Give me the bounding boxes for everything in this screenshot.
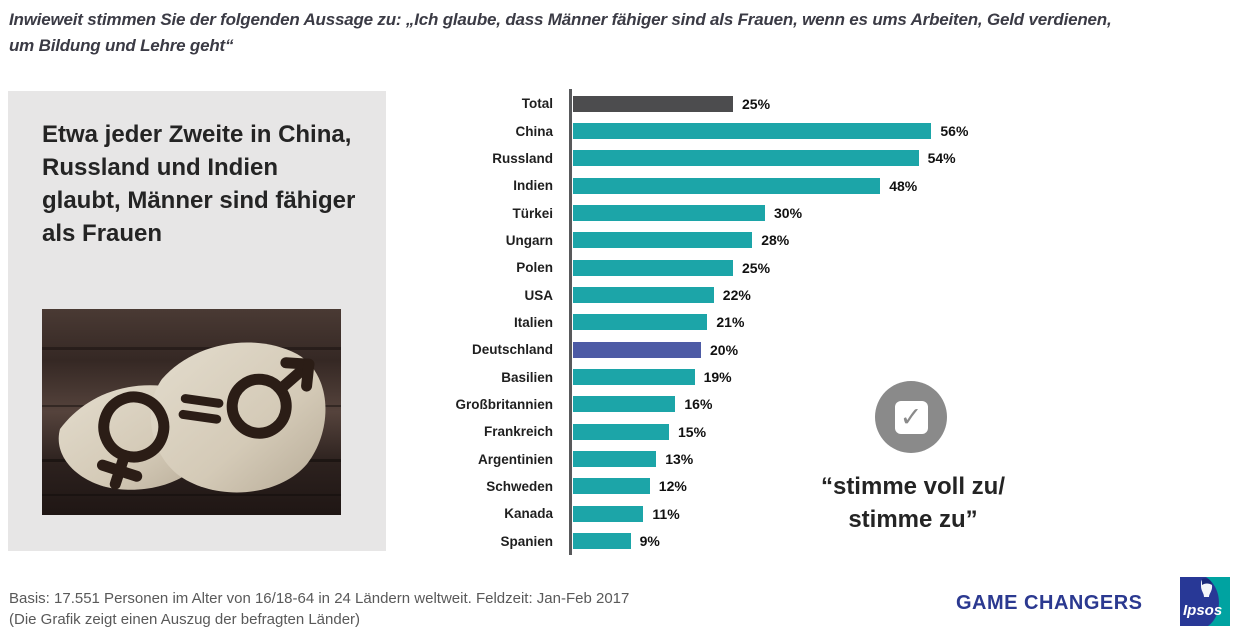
chart-row: Frankreich 15% <box>440 418 1040 445</box>
bar <box>573 451 657 468</box>
chart-row: Ungarn 28% <box>440 227 1040 254</box>
category-label: Argentinien <box>477 451 553 467</box>
question-title: Inwieweit stimmen Sie der folgenden Auss… <box>9 7 1227 59</box>
chart-row: Spanien 9% <box>440 528 1040 555</box>
chart-row: Italien 21% <box>440 309 1040 336</box>
chart-row: Argentinien 13% <box>440 445 1040 472</box>
basis-line2: (Die Grafik zeigt einen Auszug der befra… <box>9 611 361 628</box>
value-label: 56% <box>940 123 969 140</box>
value-label: 16% <box>684 396 713 413</box>
chart-row: Polen 25% <box>440 254 1040 281</box>
value-label: 30% <box>774 205 803 222</box>
bar-chart: Total 25% China 56% Russland 54% Indien 48% Türk… <box>440 89 1040 555</box>
bar <box>573 287 714 304</box>
category-label: Polen <box>516 260 553 276</box>
value-label: 25% <box>742 259 771 276</box>
category-label: Ungarn <box>505 232 553 248</box>
bar <box>573 232 753 249</box>
chart-row: Total 25% <box>440 90 1040 117</box>
category-label: Spanien <box>500 533 553 549</box>
chart-row: Basilien 19% <box>440 363 1040 390</box>
chart-row: Kanada 11% <box>440 500 1040 527</box>
agree-quote: “stimme voll zu/ stimme zu” <box>783 470 1043 536</box>
key-finding-panel: Etwa jeder Zweite in China, Russland und… <box>8 91 386 551</box>
category-label: Schweden <box>486 478 553 494</box>
bar <box>573 205 765 222</box>
value-label: 12% <box>658 478 687 495</box>
category-label: Frankreich <box>483 424 553 440</box>
bar <box>573 505 644 522</box>
chart-row: USA 22% <box>440 281 1040 308</box>
bar <box>573 341 701 358</box>
bar <box>573 259 733 276</box>
category-label: Türkei <box>512 205 553 221</box>
chart-row: Russland 54% <box>440 145 1040 172</box>
category-label: Basilien <box>501 369 553 385</box>
value-label: 20% <box>710 341 739 358</box>
bar <box>573 95 733 112</box>
agree-quote-line1: “stimme voll zu/ <box>820 473 1006 500</box>
agree-badge: ✓ <box>875 381 947 453</box>
basis-note: Basis: 17.551 Personen im Alter von 16/1… <box>9 588 769 630</box>
category-label: Russland <box>492 150 553 166</box>
category-label: USA <box>524 287 553 303</box>
value-label: 48% <box>889 177 918 194</box>
chart-row: Türkei 30% <box>440 199 1040 226</box>
chart-row: Großbritannien 16% <box>440 391 1040 418</box>
bar <box>573 150 919 167</box>
value-label: 28% <box>761 232 790 249</box>
agree-quote-line2: stimme zu” <box>848 506 978 533</box>
value-label: 54% <box>927 150 956 167</box>
bar <box>573 396 676 413</box>
value-label: 19% <box>703 369 732 386</box>
bar <box>573 177 881 194</box>
category-label: Kanada <box>504 506 553 522</box>
value-label: 13% <box>665 451 694 468</box>
bar <box>573 123 932 140</box>
category-label: Indien <box>513 178 553 194</box>
bar <box>573 314 708 331</box>
question-title-line1: Inwieweit stimmen Sie der folgenden Auss… <box>9 10 1112 29</box>
category-label: China <box>515 123 553 139</box>
gender-equality-photo <box>42 309 341 515</box>
value-label: 22% <box>722 287 751 304</box>
bar-chart-rows: Total 25% China 56% Russland 54% Indien 48% Türk… <box>440 90 1040 555</box>
bar <box>573 369 695 386</box>
female-symbol <box>96 391 170 490</box>
game-changers-logo: GAME CHANGERS <box>956 592 1143 614</box>
bar <box>573 423 669 440</box>
value-label: 25% <box>742 95 771 112</box>
value-label: 9% <box>639 533 660 550</box>
checkmark-icon: ✓ <box>894 400 928 434</box>
key-finding-headline: Etwa jeder Zweite in China, Russland und… <box>42 121 356 247</box>
bar <box>573 533 631 550</box>
chart-row: China 56% <box>440 117 1040 144</box>
category-label: Italien <box>513 314 553 330</box>
bar <box>573 478 650 495</box>
chart-axis-line <box>569 89 572 555</box>
male-symbol <box>226 357 315 439</box>
value-label: 11% <box>652 505 680 522</box>
equals-sign <box>178 394 224 424</box>
value-label: 15% <box>678 423 707 440</box>
ipsos-profile-icon <box>1201 578 1213 597</box>
basis-line1: Basis: 17.551 Personen im Alter von 16/1… <box>9 590 630 607</box>
category-label: Deutschland <box>471 342 553 358</box>
chart-row: Schweden 12% <box>440 473 1040 500</box>
value-label: 21% <box>716 314 745 331</box>
chart-row: Indien 48% <box>440 172 1040 199</box>
category-label: Total <box>521 96 553 112</box>
question-title-line2: um Bildung und Lehre geht“ <box>9 36 234 55</box>
svg-text:Ipsos: Ipsos <box>1183 602 1222 619</box>
category-label: Großbritannien <box>455 396 554 412</box>
chart-row: Deutschland 20% <box>440 336 1040 363</box>
ipsos-logo: Ipsos <box>1180 577 1230 626</box>
